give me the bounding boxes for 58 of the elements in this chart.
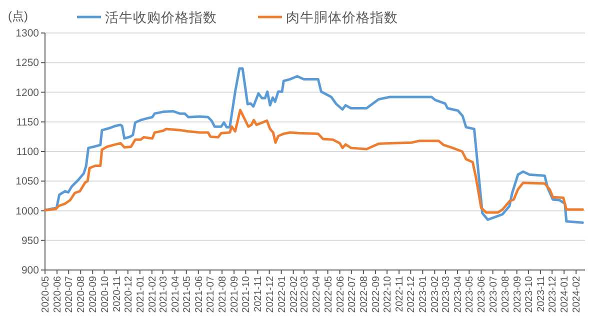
x-tick-label: 2022-10 xyxy=(382,276,394,313)
x-tick-label: 2021-05 xyxy=(182,276,193,313)
x-tick-label: 2023-08 xyxy=(500,276,512,313)
x-tick-label: 2021-07 xyxy=(206,276,217,313)
x-tick-label: 2021-12 xyxy=(264,276,276,313)
x-tick-label: 2023-12 xyxy=(548,276,559,313)
x-tick-label: 2020-06 xyxy=(52,276,64,313)
x-tick-label: 2020-11 xyxy=(112,276,123,312)
x-tick-label: 2021-04 xyxy=(170,276,182,313)
x-tick-label: 2020-05 xyxy=(40,276,52,313)
x-tick-label: 2022-08 xyxy=(358,276,370,313)
x-tick-label: 2020-08 xyxy=(76,276,88,313)
x-tick-label: 2024-01 xyxy=(560,276,571,313)
x-tick-label: 2021-02 xyxy=(147,276,158,313)
y-tick-label: 1050 xyxy=(16,176,40,188)
x-tick-label: 2023-01 xyxy=(418,276,430,313)
x-tick-label: 2022-07 xyxy=(346,276,358,313)
x-tick-label: 2020-07 xyxy=(64,276,76,313)
x-tick-label: 2021-08 xyxy=(218,276,229,313)
x-tick-label: 2023-10 xyxy=(524,276,535,313)
x-tick-label: 2022-11 xyxy=(394,276,406,312)
x-tick-label: 2021-10 xyxy=(241,276,252,313)
x-tick-label: 2022-12 xyxy=(406,276,418,313)
x-tick-label: 2023-06 xyxy=(476,276,488,313)
x-tick-label: 2021-09 xyxy=(230,276,241,313)
y-tick-label: 1150 xyxy=(16,116,40,128)
x-tick-label: 2023-02 xyxy=(430,276,442,313)
x-tick-label: 2020-09 xyxy=(88,276,100,313)
legend-label: 活牛收购价格指数 xyxy=(105,10,217,25)
x-tick-label: 2022-06 xyxy=(335,276,346,313)
x-tick-label: 2023-07 xyxy=(488,276,500,313)
x-tick-label: 2022-09 xyxy=(370,276,382,313)
x-tick-label: 2021-11 xyxy=(253,276,264,312)
y-tick-label: 1300 xyxy=(16,28,40,40)
y-tick-label: 1000 xyxy=(16,205,40,218)
x-tick-label: 2024-02 xyxy=(572,276,583,313)
x-tick-label: 2023-05 xyxy=(464,276,476,313)
x-tick-label: 2022-05 xyxy=(323,276,334,313)
x-tick-label: 2022-03 xyxy=(300,276,311,313)
y-tick-label: 1250 xyxy=(16,57,40,70)
x-tick-label: 2021-01 xyxy=(135,276,146,313)
x-tick-label: 2023-04 xyxy=(453,276,464,313)
y-axis-title: (点) xyxy=(8,9,28,23)
x-tick-label: 2020-12 xyxy=(123,276,134,313)
y-tick-label: 950 xyxy=(21,234,40,247)
y-tick-label: 1100 xyxy=(16,146,40,158)
x-tick-label: 2023-03 xyxy=(441,276,452,313)
x-tick-label: 2022-01 xyxy=(276,276,288,313)
y-tick-label: 900 xyxy=(21,264,40,276)
x-tick-label: 2023-11 xyxy=(536,276,547,312)
legend-label: 肉牛胴体价格指数 xyxy=(286,10,398,25)
y-tick-label: 1200 xyxy=(16,86,40,99)
x-tick-label: 2022-04 xyxy=(312,276,323,313)
x-tick-label: 2022-02 xyxy=(288,276,300,313)
x-tick-label: 2021-03 xyxy=(158,276,170,313)
x-tick-label: 2023-09 xyxy=(512,276,524,313)
x-tick-label: 2020-10 xyxy=(100,276,111,313)
x-tick-label: 2021-06 xyxy=(194,276,205,313)
